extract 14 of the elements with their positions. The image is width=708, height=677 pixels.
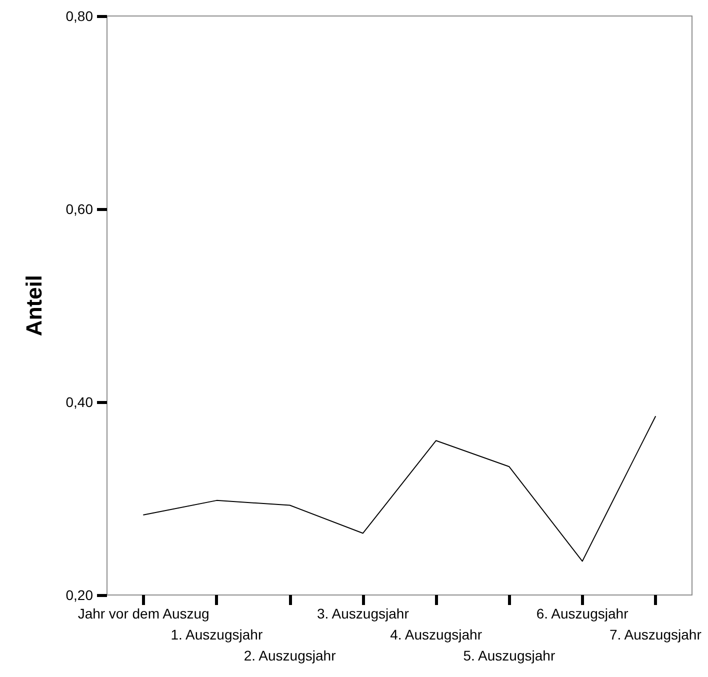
x-tick-label: 4. Auszugsjahr: [390, 626, 482, 642]
line-series: [143, 416, 656, 562]
x-tick-label: 7. Auszugsjahr: [610, 626, 702, 642]
y-tick-label: 0,60: [66, 201, 94, 217]
x-tick-label: Jahr vor dem Auszug: [78, 606, 210, 622]
y-tick-label: 0,80: [66, 8, 94, 24]
x-tick-label: 6. Auszugsjahr: [536, 606, 629, 622]
x-tick-label: 3. Auszugsjahr: [317, 606, 410, 622]
y-tick-label: 0,20: [66, 587, 94, 603]
x-tick-label: 1. Auszugsjahr: [170, 626, 263, 642]
x-tick-label: 2. Auszugsjahr: [244, 648, 336, 664]
y-tick-label: 0,40: [66, 394, 94, 410]
y-axis-title: Anteil: [22, 274, 46, 336]
x-tick-label: 5. Auszugsjahr: [463, 648, 556, 664]
